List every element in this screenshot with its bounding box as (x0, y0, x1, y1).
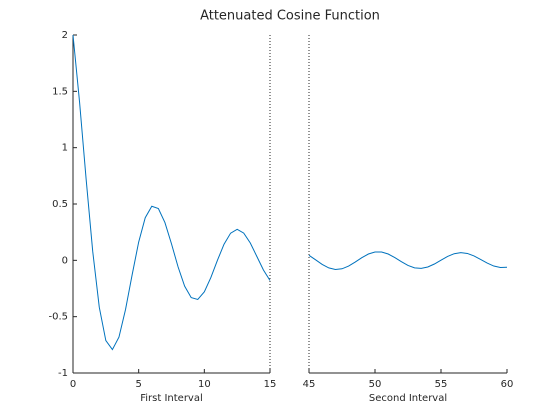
y-tick-label: 2 (62, 30, 68, 41)
x-tick-label: 5 (135, 379, 141, 390)
y-tick-label: 0 (62, 255, 68, 266)
y-tick-label: 0.5 (52, 199, 68, 210)
x-tick-label: 50 (369, 379, 382, 390)
x-axis-label: Second Interval (369, 393, 447, 404)
x-tick-label: 60 (501, 379, 514, 390)
data-line (72, 34, 271, 351)
y-tick-label: 1 (62, 143, 68, 154)
x-tick-label: 10 (198, 379, 211, 390)
x-axis-label: First Interval (140, 393, 203, 404)
x-tick-label: 0 (70, 379, 76, 390)
chart-title: Attenuated Cosine Function (200, 9, 380, 24)
x-tick-label: 15 (264, 379, 277, 390)
x-tick-label: 45 (303, 379, 316, 390)
y-tick-label: -0.5 (48, 312, 68, 323)
y-tick-label: 1.5 (52, 86, 68, 97)
data-line (308, 251, 508, 270)
x-tick-label: 55 (435, 379, 448, 390)
y-tick-label: -1 (58, 368, 68, 379)
